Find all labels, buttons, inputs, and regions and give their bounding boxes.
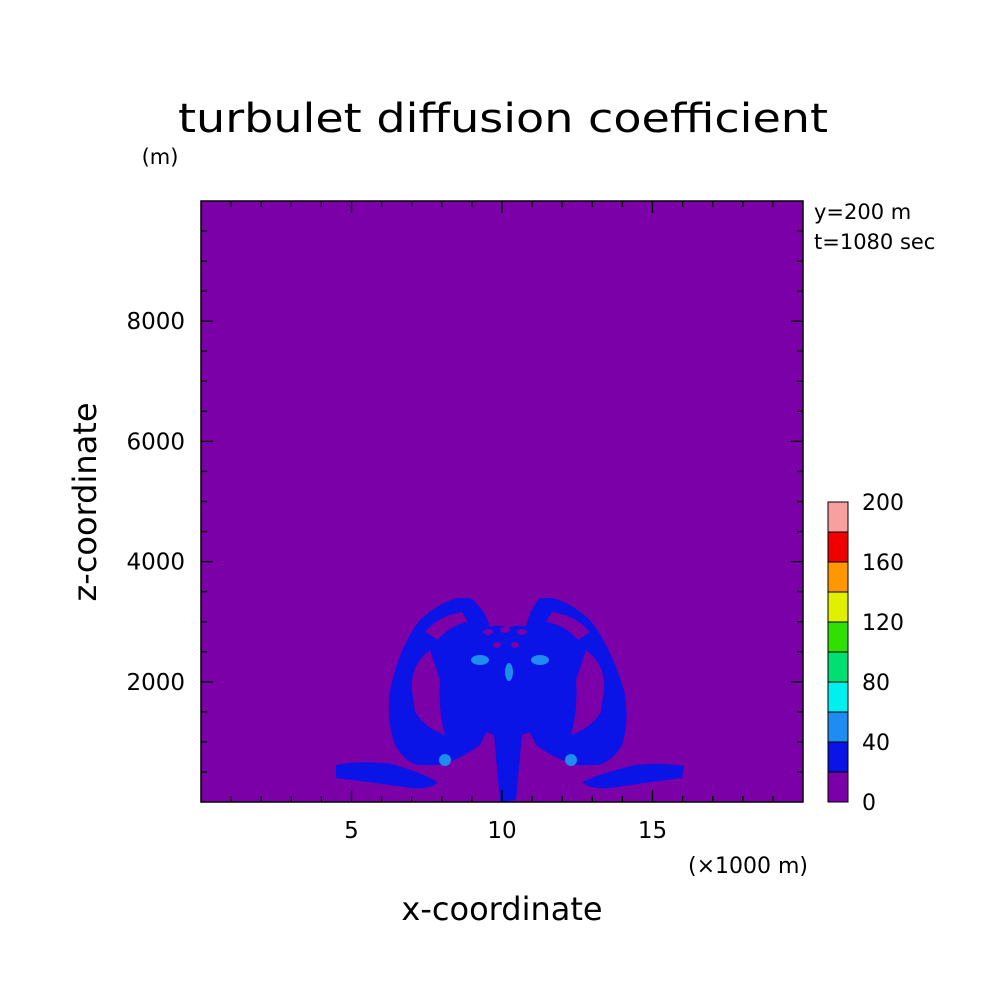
- x-tick-labels: 5 10 15: [344, 818, 667, 844]
- x-tick-label: 15: [638, 818, 667, 844]
- contour-patch-40-60: [505, 663, 513, 681]
- contour-patch-40-60: [439, 754, 451, 766]
- y-tick-label: 2000: [126, 670, 185, 696]
- contour-central-body: [456, 625, 560, 802]
- contour-right-hole: [571, 650, 605, 735]
- contour-patch-40-60: [531, 655, 549, 665]
- colorbar-label: 40: [862, 731, 890, 756]
- colorbar-label: 0: [862, 791, 876, 816]
- colorbar-segment: [827, 621, 849, 653]
- contour-patch-40-60: [565, 754, 577, 766]
- y-tick-label: 4000: [126, 550, 185, 576]
- y-axis-label: z-coordinate: [66, 402, 104, 601]
- contour-right-surface-band: [582, 763, 684, 789]
- colorbar-segment: [827, 531, 849, 563]
- colorbar-segment: [827, 711, 849, 743]
- colorbar-label: 120: [862, 611, 904, 636]
- contour-patch-40-60: [471, 655, 489, 665]
- x-tick-label: 10: [487, 818, 516, 844]
- colorbar-segment: [827, 651, 849, 683]
- chart-title: turbulet diffusion coefficient: [178, 96, 828, 142]
- colorbar-label: 160: [862, 551, 904, 576]
- contour-gap: [511, 642, 519, 648]
- colorbar-label: 200: [862, 491, 904, 516]
- contour-gap: [500, 627, 510, 633]
- contour-left-hole: [411, 650, 445, 735]
- colorbar-segment: [827, 681, 849, 713]
- colorbar-label: 80: [862, 671, 890, 696]
- contour-left-surface-band: [336, 762, 438, 789]
- annotation-y: y=200 m: [814, 200, 911, 224]
- colorbar-segment: [827, 501, 849, 533]
- y-tick-labels: 2000 4000 6000 8000: [126, 309, 185, 696]
- x-axis-label: x-coordinate: [401, 890, 602, 928]
- y-tick-label: 8000: [126, 309, 185, 335]
- annotation-t: t=1080 sec: [814, 230, 935, 254]
- y-tick-label: 6000: [126, 429, 185, 455]
- plot-area: [200, 200, 804, 803]
- colorbar: [827, 501, 849, 803]
- x-axis-unit: (×1000 m): [688, 854, 808, 879]
- contour-left-arc: [425, 612, 468, 640]
- colorbar-segment: [827, 741, 849, 773]
- y-axis-unit: (m): [142, 145, 179, 169]
- colorbar-segment: [827, 591, 849, 623]
- colorbar-labels: 0 40 80 120 160 200: [862, 491, 904, 816]
- colorbar-segment: [827, 561, 849, 593]
- contour-gap: [483, 629, 493, 635]
- contour-gap: [493, 642, 501, 648]
- contour-gap: [517, 629, 527, 635]
- contour-regions: [336, 598, 684, 802]
- x-tick-label: 5: [344, 818, 359, 844]
- axis-ticks: [201, 201, 803, 802]
- contour-right-arc: [546, 612, 590, 640]
- colorbar-segment: [827, 771, 849, 803]
